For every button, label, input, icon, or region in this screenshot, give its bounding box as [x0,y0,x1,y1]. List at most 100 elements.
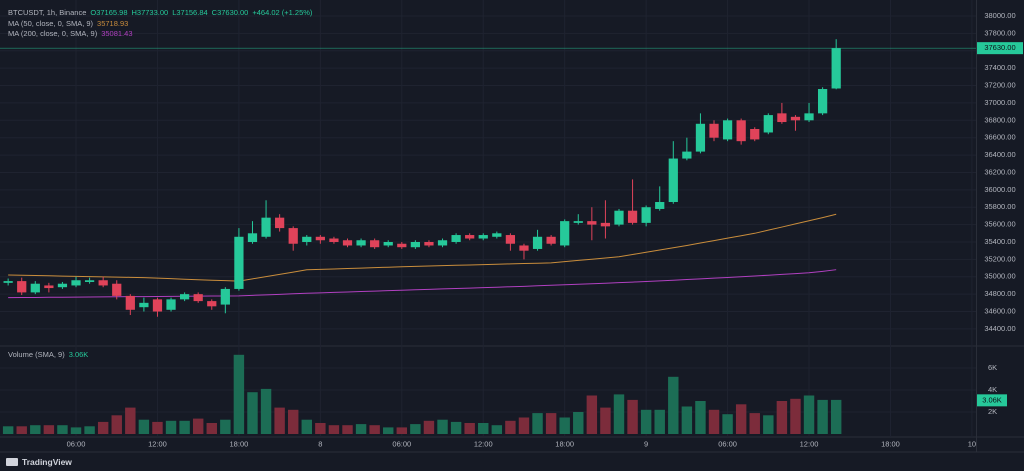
ma-legend: MA (50, close, 0, SMA, 9) 35718.93 [8,19,132,29]
volume-bar [30,425,41,434]
volume-bar [654,409,665,434]
candle-body [30,283,40,293]
candle-body [207,301,217,307]
candle-body [600,222,611,227]
candle-body [84,280,95,282]
candle-body [722,120,733,140]
candle-body [220,288,230,305]
candle-body [532,236,543,249]
volume-bar [369,425,380,434]
ma-name: MA (200, close, 0, SMA, 9) [8,29,98,38]
volume-bar [383,427,394,434]
candle-body [261,217,271,237]
volume-bar [681,406,693,434]
candle-body [302,236,312,242]
y-tick-label: 35000.00 [984,272,1015,281]
ohlc-close: C37630.00 [211,8,249,17]
y-tick-label: 35200.00 [984,254,1015,263]
volume-bar [464,423,475,434]
volume-bar [763,415,774,434]
candle-body [193,294,203,302]
volume-bar [355,424,367,434]
candle-body [763,115,773,133]
volume-tick-label: 4K [988,385,997,394]
volume-bar [505,420,516,434]
volume-bar [125,407,136,434]
grid [0,0,976,437]
candle-body [492,233,502,237]
candle-body [139,302,149,308]
candle-body [777,113,787,123]
volume-bar [790,398,801,434]
y-tick-label: 34400.00 [984,324,1015,333]
volume-bar [247,392,258,434]
candle-body [709,123,719,138]
volume-bar [179,420,190,434]
volume-bar [586,395,598,434]
volume-bar [518,417,530,434]
volume-bar [600,407,611,434]
volume-bar [423,420,435,434]
candle-body [17,281,27,293]
x-tick-label: 18:00 [230,439,249,448]
volume-bar [111,415,122,434]
volume-bar [192,418,204,434]
volume-bar [722,414,733,434]
candle-body [315,236,325,241]
candle-body [370,240,380,248]
x-tick-label: 12:00 [148,439,167,448]
candle-body [275,217,285,229]
volume-bar [817,399,828,434]
volume-bar [559,417,570,434]
volume-bar [830,399,842,434]
volume-bar [749,413,760,434]
candle-body [668,158,678,203]
volume-bar [573,412,584,434]
volume-bar [206,423,217,434]
symbol: BTCUSDT, 1h, Binance [8,8,87,17]
candle-body [329,238,339,242]
candle-body [424,241,434,246]
x-tick-label: 8 [318,439,322,448]
candle-body [655,202,665,209]
y-tick-label: 37400.00 [984,63,1015,72]
candle-body [546,236,556,244]
volume-bar [437,419,448,434]
candle-body [152,299,163,312]
candle-body [410,241,420,248]
candle-body [627,210,638,223]
volume-bar [220,419,231,434]
candle-body [125,295,135,310]
x-tick-label: 9 [644,439,648,448]
y-tick-label: 37800.00 [984,28,1015,37]
candle-body [356,240,366,246]
y-tick-label: 38000.00 [984,11,1015,20]
x-tick-label: 18:00 [881,439,900,448]
volume-bar [627,399,638,434]
candle-body [44,285,54,289]
marks [0,39,976,434]
candle-body [831,48,841,89]
candle-body [817,89,828,114]
candle-body [288,228,298,244]
volume-title: Volume (SMA, 9) [8,350,65,359]
volume-bar [301,419,312,434]
volume-bar [70,427,82,434]
candle-body [383,241,393,246]
x-tick-label: 12:00 [800,439,819,448]
last-price-box [977,42,1023,55]
volume-tick-label: 6K [988,363,997,372]
volume-bar [2,426,14,434]
volume-bar [342,425,353,434]
ohlc-high: H37733.00 [131,8,169,17]
candle-body [478,235,488,239]
volume-bar [545,413,557,434]
y-tick-label: 35400.00 [984,237,1015,246]
candle-body [641,207,651,223]
y-tick-label: 36200.00 [984,167,1015,176]
x-tick-label: 06:00 [67,439,86,448]
candle-body [397,243,407,248]
candle-body [804,113,814,121]
volume-bar [776,401,788,434]
